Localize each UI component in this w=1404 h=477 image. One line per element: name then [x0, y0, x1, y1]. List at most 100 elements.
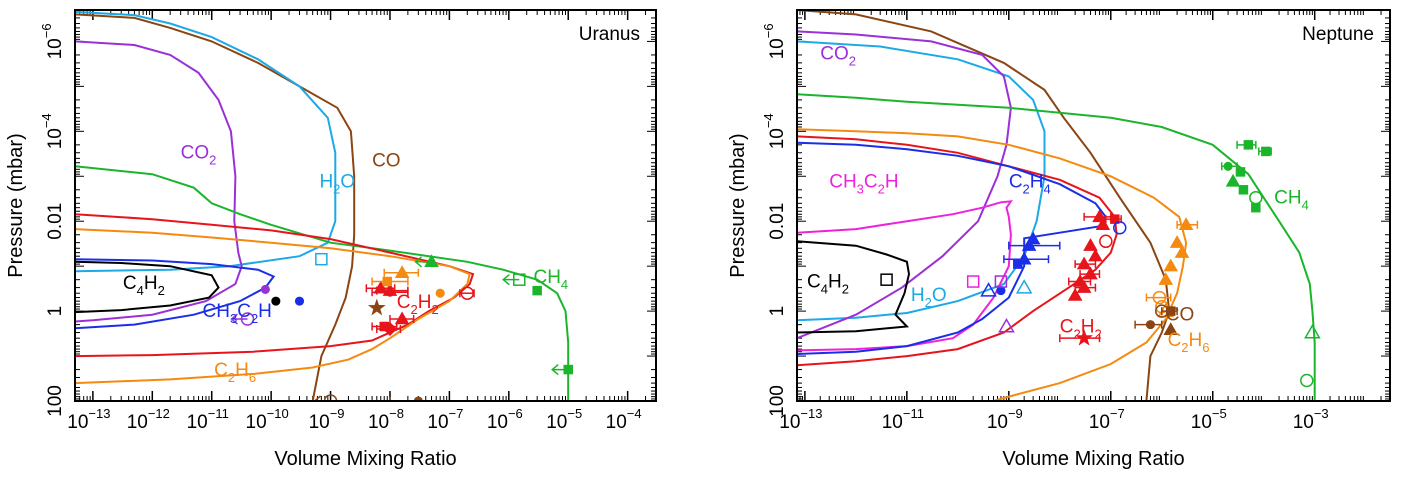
- marker-triangle: [1076, 256, 1092, 270]
- x-tick-label: 10−10: [246, 406, 289, 433]
- marker-square: [1251, 202, 1261, 213]
- observation-point: [1083, 238, 1098, 251]
- marker-circle: [1145, 320, 1155, 330]
- observation-point: [994, 275, 1008, 288]
- marker-square: [315, 252, 328, 266]
- observation-point: [1155, 304, 1169, 318]
- x-axis-label: Volume Mixing Ratio: [274, 448, 456, 470]
- marker-star: [1075, 328, 1093, 346]
- series-label-c2h6: C2H6: [214, 360, 256, 385]
- x-tick-label: 10−13: [779, 406, 822, 433]
- upper-limit-arrowhead: [414, 256, 422, 268]
- marker-triangle: [980, 282, 997, 297]
- observation-point: [1088, 248, 1103, 262]
- y-tick-label: 0.01: [767, 203, 788, 240]
- y-tick-label: 1: [45, 306, 66, 317]
- series-line-co2: [75, 40, 243, 323]
- marker-circle: [294, 296, 305, 306]
- neptune-panel: 10−13 10−11 10−9 10−7 10−5 10−3 10−6 10−4 0.01 1 1…: [727, 9, 1391, 470]
- observation-point: [1158, 272, 1174, 285]
- observation-point: [966, 275, 980, 288]
- observation-point: [996, 286, 1006, 296]
- observation-point: [998, 317, 1015, 333]
- uranus-panel: 10−13 10−12 10−11 10−10 10−9 10−8 10−7 10−6 10−5…: [5, 9, 657, 470]
- observation-point: [532, 285, 542, 296]
- marker-square: [1261, 146, 1271, 157]
- x-tick-label: 10−7: [1089, 406, 1125, 433]
- marker-triangle: [1163, 258, 1179, 272]
- marker-square: [966, 275, 980, 288]
- y-tick-label: 0.01: [45, 203, 66, 240]
- observation-point: [1113, 221, 1127, 235]
- marker-circle: [1099, 234, 1113, 249]
- observation-point: [1225, 173, 1241, 187]
- observation-point: [313, 394, 338, 401]
- observation-point: [459, 286, 475, 300]
- series-line-ch3c2h: [797, 200, 1013, 352]
- marker-triangle: [1163, 322, 1179, 336]
- y-tick-label: 10−4: [39, 113, 66, 149]
- y-tick-label: 10−6: [761, 23, 788, 59]
- observation-point: [1008, 238, 1061, 251]
- observation-point: [435, 288, 445, 298]
- observation-point: [1015, 279, 1033, 294]
- observations: [230, 252, 573, 401]
- observation-point: [1163, 322, 1179, 336]
- observation-point: [1251, 202, 1261, 213]
- series-line-ch3c2h: [75, 258, 276, 330]
- x-tick-label: 10−8: [368, 406, 404, 433]
- series-line-c4h2: [75, 260, 220, 314]
- series-label-co2: CO2: [820, 43, 856, 68]
- series-label-ch4: CH4: [1274, 187, 1309, 212]
- series-line-co: [75, 13, 356, 401]
- marker-triangle: [424, 254, 439, 268]
- observation-point: [383, 265, 420, 278]
- marker-square: [1110, 214, 1120, 224]
- marker-triangle: [1158, 272, 1174, 285]
- observation-point: [371, 276, 409, 287]
- marker-triangle: [998, 317, 1015, 333]
- observation-point: [1145, 290, 1172, 305]
- series-line-c2h6: [75, 228, 471, 385]
- marker-triangle: [1178, 217, 1194, 231]
- observation-point: [1074, 256, 1097, 270]
- marker-triangle: [1169, 235, 1185, 248]
- series-label-co2: CO2: [181, 142, 217, 167]
- marker-circle: [1223, 161, 1233, 171]
- marker-triangle: [1088, 248, 1103, 262]
- marker-triangle: [394, 265, 410, 278]
- observation-point: [1059, 328, 1101, 346]
- marker-triangle: [1083, 238, 1098, 251]
- observation-point: [1013, 259, 1023, 269]
- observation-point: [414, 254, 439, 268]
- marker-square: [382, 276, 393, 287]
- marker-triangle: [1021, 238, 1037, 251]
- marker-circle: [323, 394, 338, 401]
- observation-point: [1300, 373, 1314, 388]
- marker-square: [1165, 306, 1176, 316]
- series-label-h2o: H2O: [911, 285, 947, 310]
- series-label-co: CO: [1166, 304, 1195, 325]
- x-tick-label: 10−13: [67, 406, 110, 433]
- y-tick-label: 100: [767, 385, 788, 417]
- marker-diamond: [382, 321, 398, 337]
- marker-square: [1013, 259, 1023, 269]
- x-tick-label: 10−12: [127, 406, 170, 433]
- x-tick-label: 10−4: [606, 406, 642, 433]
- series-line-h2o: [797, 40, 1046, 322]
- upper-limit-arrowhead: [551, 364, 559, 376]
- upper-limit-arrowhead: [502, 274, 510, 286]
- observation-point: [1161, 306, 1178, 316]
- series-label-c2h6: C2H6: [1168, 330, 1210, 355]
- marker-triangle: [1067, 288, 1083, 301]
- y-tick-label: 10−4: [761, 113, 788, 149]
- observation-point: [271, 296, 281, 306]
- observation-point: [1238, 185, 1249, 195]
- series-label-c2h4: C2H4: [1009, 172, 1051, 197]
- y-tick-label: 1: [767, 306, 788, 317]
- observation-point: [1099, 234, 1113, 249]
- marker-circle: [996, 286, 1006, 296]
- marker-square: [563, 364, 573, 375]
- observation-point: [1174, 245, 1190, 258]
